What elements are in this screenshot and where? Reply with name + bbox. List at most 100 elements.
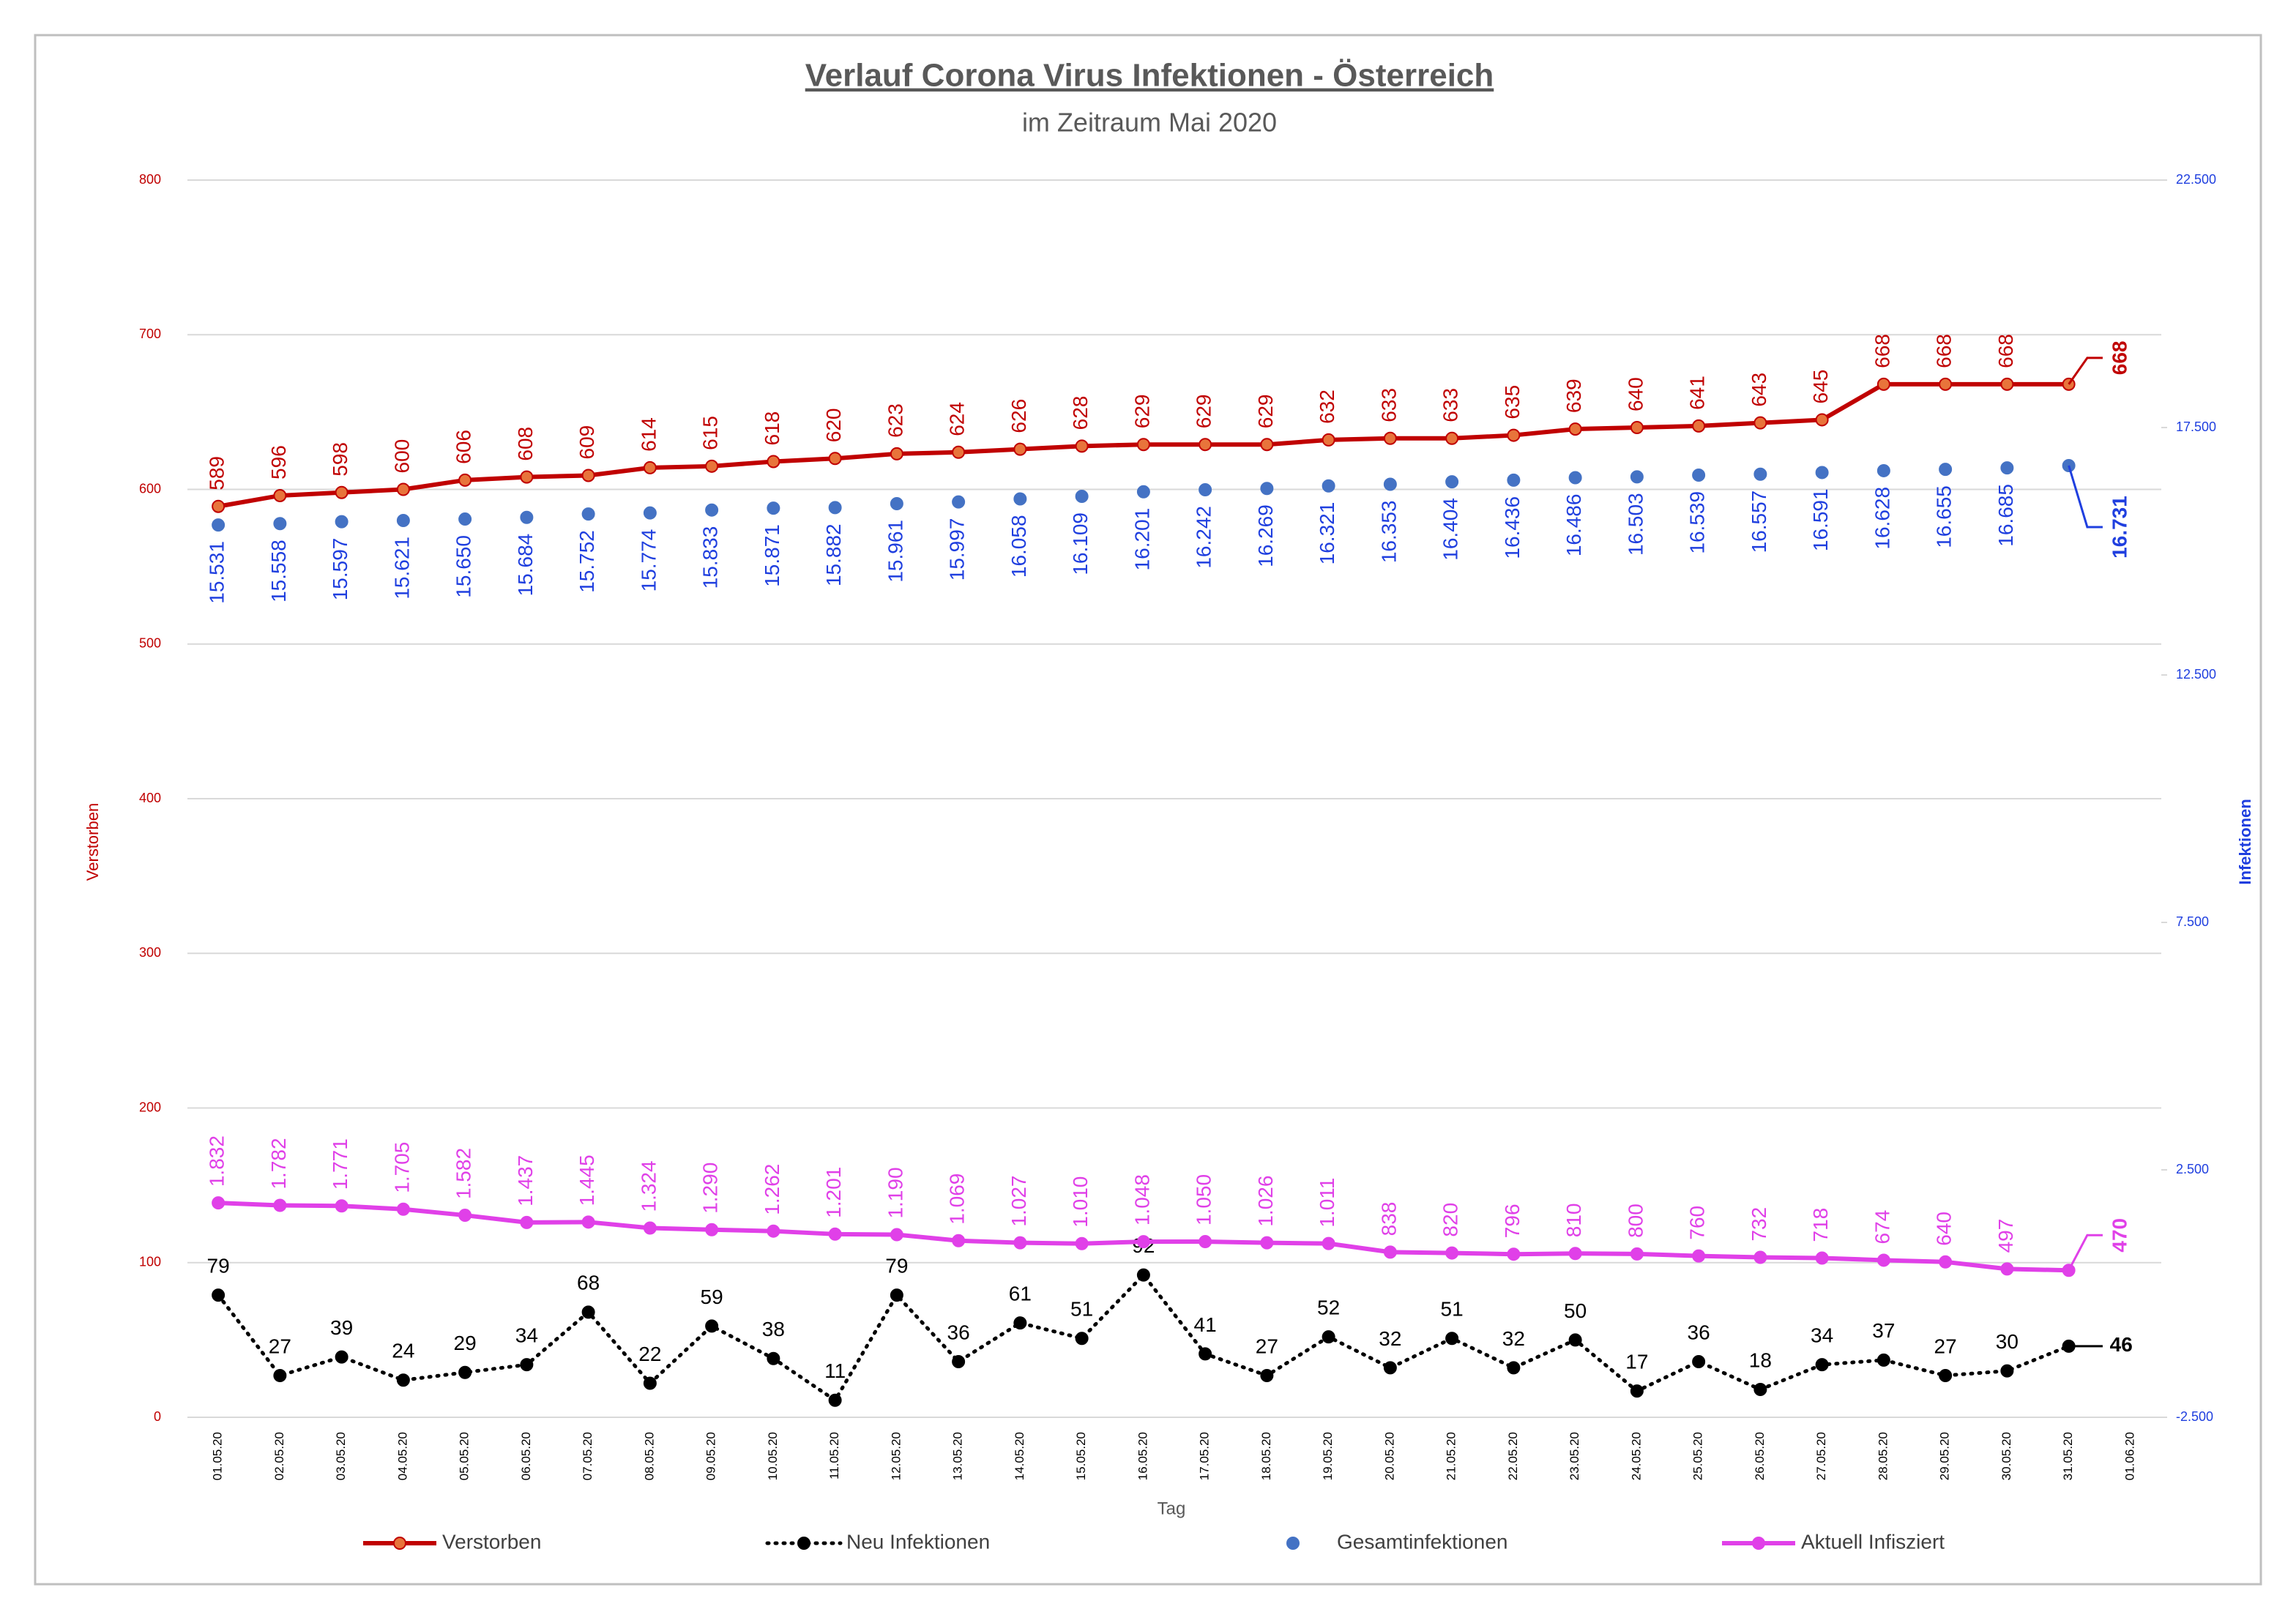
data-label: 632: [1316, 389, 1338, 424]
data-point: [1692, 1249, 1706, 1263]
data-label: 760: [1686, 1206, 1709, 1240]
data-point: [396, 514, 410, 528]
data-label: 16.503: [1624, 493, 1647, 556]
data-label: 15.650: [452, 535, 475, 598]
data-point: [581, 469, 595, 482]
data-point: [1692, 468, 1706, 482]
y-tick-label: 600: [139, 481, 161, 496]
data-label: 30: [1996, 1330, 2019, 1353]
data-point: [212, 1196, 225, 1210]
x-axis-title: Tag: [1158, 1499, 1186, 1518]
data-point: [1692, 1354, 1706, 1368]
data-point: [1075, 1236, 1089, 1250]
x-tick-label: 04.05.20: [395, 1432, 409, 1480]
data-label: 1.011: [1316, 1178, 1338, 1228]
data-point: [952, 445, 966, 459]
data-label: 16.269: [1254, 504, 1277, 567]
data-point: [335, 1350, 348, 1364]
data-point: [643, 1221, 657, 1235]
data-point: [212, 518, 225, 532]
data-label: 615: [699, 416, 722, 450]
data-point: [1815, 466, 1829, 480]
data-point: [1568, 471, 1582, 485]
data-label: 645: [1809, 370, 1832, 404]
data-point: [458, 1209, 472, 1223]
data-label: 626: [1007, 399, 1030, 433]
data-label: 16.109: [1069, 512, 1092, 575]
data-point: [1075, 490, 1089, 504]
data-point: [767, 455, 780, 469]
data-point: [1260, 438, 1274, 452]
data-label: 37: [1872, 1319, 1895, 1342]
data-label: 52: [1317, 1296, 1340, 1319]
data-point: [1013, 1316, 1027, 1330]
data-label: 633: [1377, 388, 1400, 422]
y2-tick-label: 2.500: [2176, 1162, 2209, 1176]
x-tick-label: 23.05.20: [1568, 1432, 1581, 1480]
data-point: [1260, 1368, 1274, 1382]
data-point: [1507, 428, 1521, 442]
data-label: 16.321: [1316, 502, 1338, 565]
data-point: [1939, 1368, 1953, 1382]
y2-tick-label: -2.500: [2176, 1409, 2213, 1424]
data-label: 1.048: [1130, 1174, 1153, 1225]
y-axis-title: Verstorben: [83, 803, 102, 881]
data-label: 718: [1809, 1208, 1832, 1242]
data-label: 1.290: [699, 1163, 722, 1214]
data-label: 668: [2109, 340, 2131, 375]
data-point: [520, 470, 534, 484]
data-label: 1.050: [1193, 1174, 1215, 1225]
data-label: 16.242: [1193, 506, 1215, 569]
x-tick-label: 09.05.20: [704, 1432, 718, 1480]
data-point: [1322, 1330, 1335, 1344]
data-label: 643: [1748, 373, 1770, 407]
x-tick-label: 21.05.20: [1445, 1432, 1458, 1480]
data-point: [1199, 1235, 1212, 1249]
data-label: 1.010: [1069, 1176, 1092, 1228]
data-label: 16.557: [1748, 490, 1770, 553]
data-point: [1815, 413, 1829, 427]
data-label: 36: [947, 1321, 970, 1343]
data-point: [890, 1288, 903, 1302]
y2-tick-label: 17.500: [2176, 419, 2216, 434]
data-point: [335, 485, 348, 499]
data-label: 46: [2110, 1333, 2133, 1356]
data-point: [1075, 1332, 1089, 1346]
data-point: [520, 510, 534, 524]
data-point: [2000, 461, 2014, 475]
data-label: 1.201: [822, 1167, 845, 1218]
x-tick-label: 17.05.20: [1198, 1432, 1212, 1480]
data-point: [890, 447, 903, 460]
data-label: 618: [761, 411, 783, 446]
data-point: [1692, 419, 1706, 433]
data-label: 1.324: [637, 1160, 660, 1212]
data-point: [952, 495, 966, 509]
data-point: [581, 1305, 595, 1319]
x-tick-label: 18.05.20: [1259, 1432, 1273, 1480]
data-point: [1815, 1251, 1829, 1265]
x-tick-label: 24.05.20: [1629, 1432, 1643, 1480]
data-label: 640: [1933, 1212, 1956, 1246]
y-tick-label: 400: [139, 791, 161, 805]
data-label: 1.027: [1007, 1175, 1030, 1226]
chart-border: [34, 34, 2262, 1586]
data-label: 470: [2109, 1218, 2131, 1253]
data-point: [1630, 421, 1644, 434]
data-label: 1.782: [267, 1138, 290, 1189]
data-label: 41: [1194, 1313, 1217, 1336]
data-label: 17: [1625, 1350, 1648, 1373]
data-point: [828, 501, 842, 515]
data-point: [1136, 1268, 1150, 1282]
data-label: 59: [701, 1286, 723, 1308]
legend-label: Verstorben: [442, 1530, 541, 1553]
data-point: [1630, 1384, 1644, 1398]
data-point: [705, 503, 719, 517]
data-point: [1322, 433, 1335, 447]
data-point: [828, 1393, 842, 1407]
data-label: 623: [884, 403, 906, 438]
data-label: 16.628: [1871, 487, 1893, 550]
data-point: [1075, 439, 1089, 453]
x-tick-label: 10.05.20: [766, 1432, 780, 1480]
x-tick-label: 08.05.20: [642, 1432, 656, 1480]
